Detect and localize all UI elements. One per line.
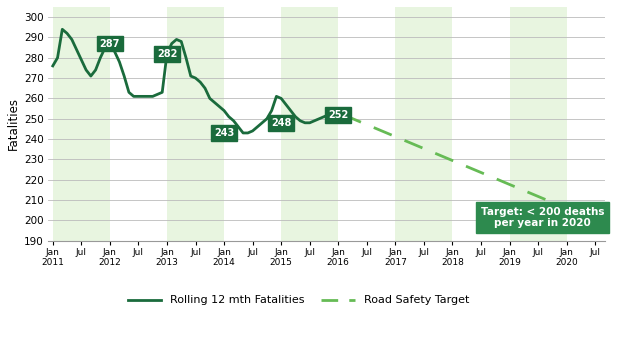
Text: 248: 248	[271, 118, 291, 128]
Y-axis label: Fatalities: Fatalities	[7, 97, 20, 150]
Legend: Rolling 12 mth Fatalities, Road Safety Target: Rolling 12 mth Fatalities, Road Safety T…	[123, 291, 474, 310]
Bar	[53, 7, 110, 241]
Text: 287: 287	[100, 38, 120, 49]
Bar	[396, 7, 453, 241]
Bar	[167, 7, 224, 241]
Text: 282: 282	[157, 49, 177, 59]
Bar	[510, 7, 567, 241]
Bar	[281, 7, 339, 241]
Text: 252: 252	[328, 110, 348, 120]
Text: 243: 243	[214, 128, 234, 138]
Text: Target: < 200 deaths
per year in 2020: Target: < 200 deaths per year in 2020	[481, 207, 604, 229]
